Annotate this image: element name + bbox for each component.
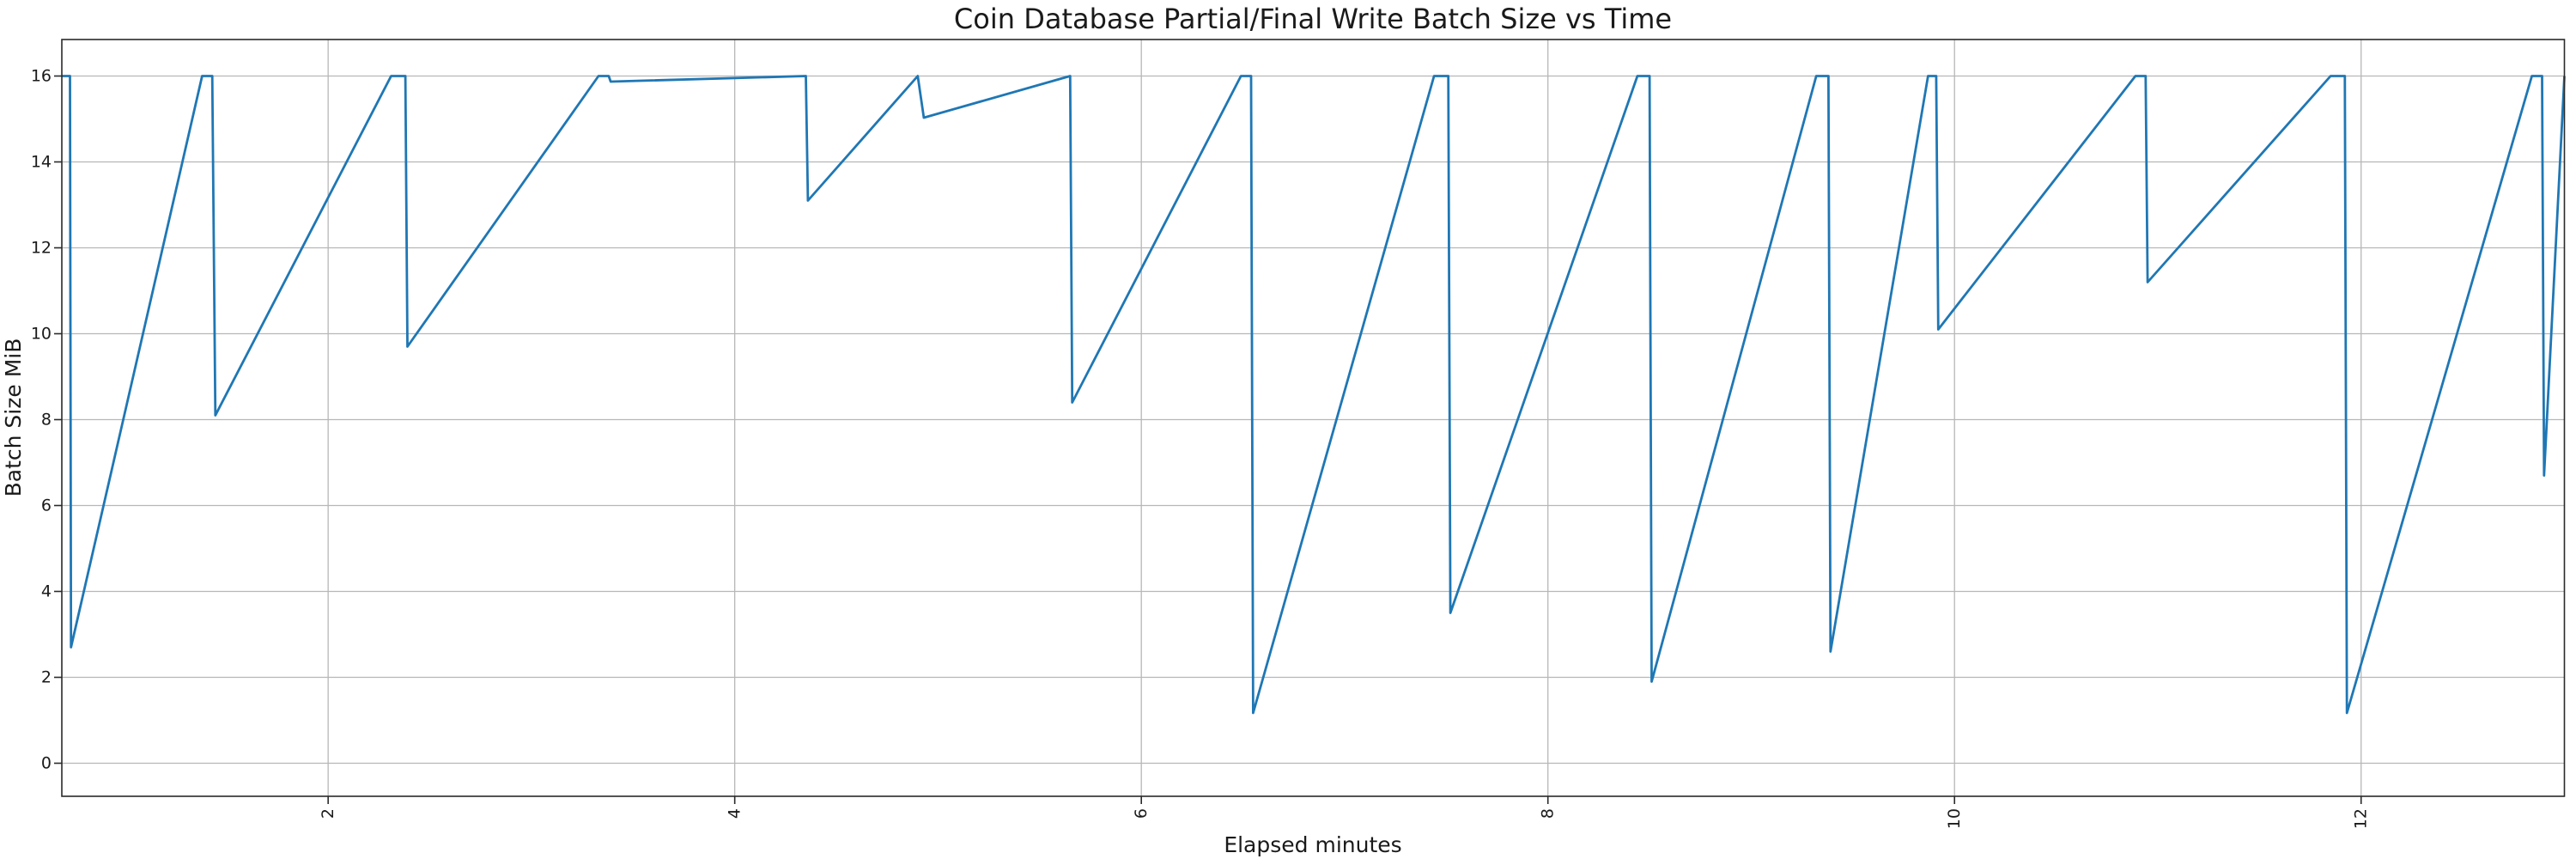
- y-tick-label: 2: [41, 668, 52, 687]
- plot-border: [61, 39, 2566, 797]
- tick-label-layer: 2 4 6 8 10 12 0 2 4 6 8 10 12 14 16: [31, 67, 2371, 830]
- y-tick-label: 4: [41, 582, 52, 601]
- y-tick-label: 6: [41, 497, 52, 515]
- y-tick-label: 8: [41, 411, 52, 430]
- x-tick-label: 2: [319, 808, 337, 819]
- x-tick-label: 12: [2352, 808, 2371, 829]
- tick-layer: [54, 75, 2362, 804]
- chart-title: Coin Database Partial/Final Write Batch …: [954, 3, 1672, 35]
- x-tick-label: 10: [1945, 808, 1964, 829]
- x-tick-label: 8: [1539, 808, 1558, 819]
- series-line: [62, 75, 2566, 715]
- y-tick-label: 10: [31, 325, 52, 344]
- x-tick-label: 6: [1132, 808, 1151, 819]
- x-tick-label: 4: [726, 808, 744, 819]
- y-axis-label: Batch Size MiB: [1, 338, 26, 497]
- y-tick-label: 16: [31, 67, 52, 86]
- x-axis-label: Elapsed minutes: [1224, 832, 1401, 857]
- y-tick-label: 14: [31, 153, 52, 172]
- y-tick-label: 12: [31, 239, 52, 258]
- grid-layer: [62, 40, 2565, 796]
- y-tick-label: 0: [41, 754, 52, 773]
